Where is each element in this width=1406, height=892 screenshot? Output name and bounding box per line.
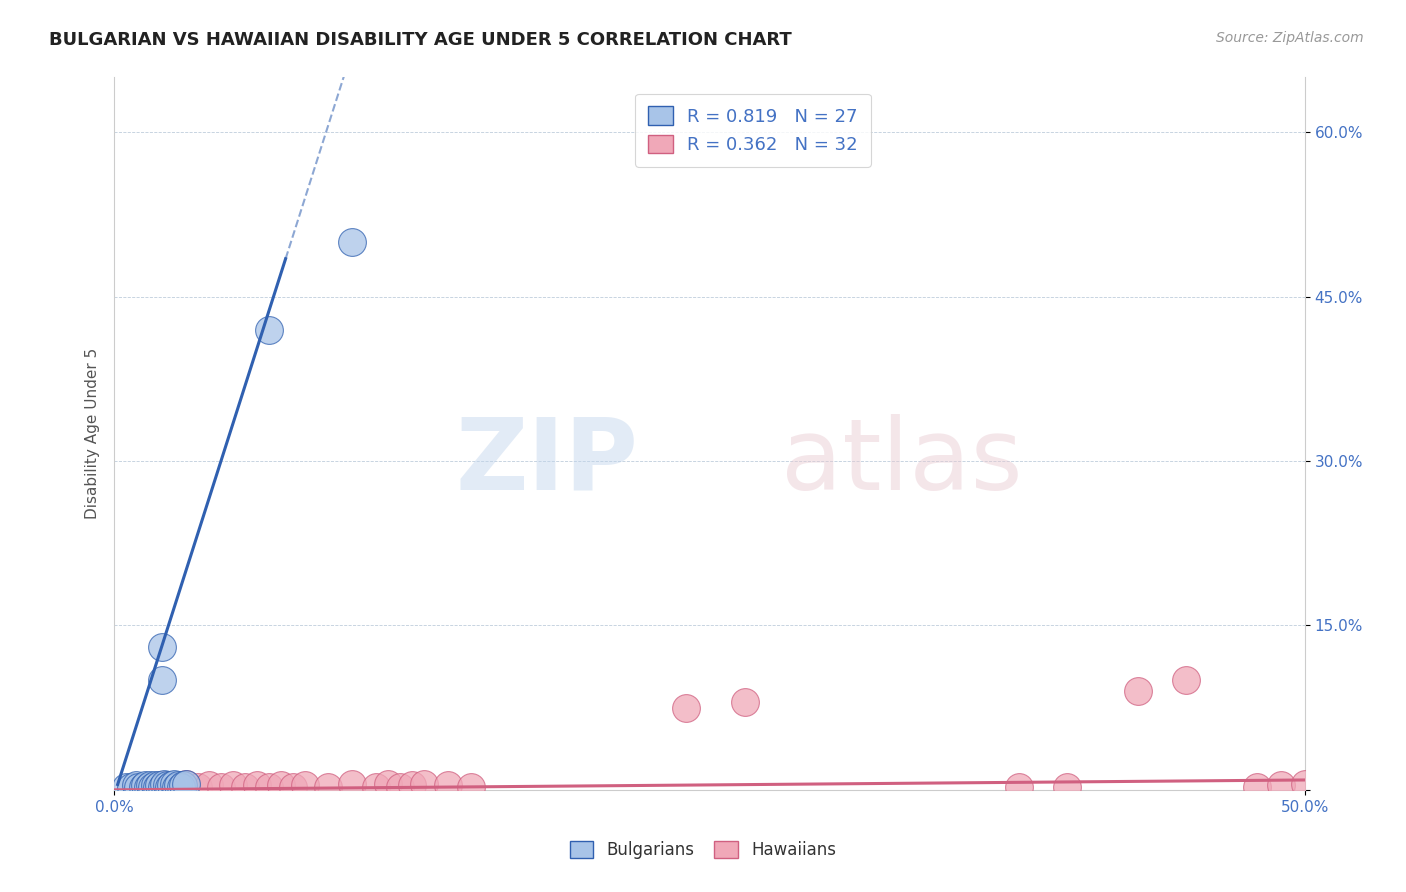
Point bbox=[436, 779, 458, 793]
Point bbox=[132, 780, 155, 794]
Point bbox=[412, 777, 434, 791]
Point bbox=[150, 780, 173, 794]
Point bbox=[167, 779, 190, 793]
Point bbox=[281, 780, 304, 794]
Point bbox=[163, 780, 186, 794]
Point bbox=[222, 779, 245, 793]
Point bbox=[150, 640, 173, 655]
Point bbox=[124, 779, 146, 793]
Point bbox=[174, 777, 197, 791]
Point bbox=[146, 780, 169, 794]
Point bbox=[155, 779, 177, 793]
Point bbox=[150, 673, 173, 688]
Point bbox=[115, 780, 138, 794]
Text: BULGARIAN VS HAWAIIAN DISABILITY AGE UNDER 5 CORRELATION CHART: BULGARIAN VS HAWAIIAN DISABILITY AGE UND… bbox=[49, 31, 792, 49]
Point bbox=[734, 695, 756, 709]
Text: ZIP: ZIP bbox=[456, 414, 638, 510]
Legend: R = 0.819   N = 27, R = 0.362   N = 32: R = 0.819 N = 27, R = 0.362 N = 32 bbox=[636, 94, 870, 167]
Point bbox=[148, 779, 170, 793]
Point bbox=[165, 780, 187, 794]
Text: Source: ZipAtlas.com: Source: ZipAtlas.com bbox=[1216, 31, 1364, 45]
Point bbox=[160, 779, 183, 793]
Point bbox=[153, 777, 176, 791]
Point bbox=[342, 777, 364, 791]
Point bbox=[163, 777, 186, 791]
Point bbox=[401, 779, 423, 793]
Point bbox=[1174, 673, 1197, 688]
Point bbox=[150, 779, 173, 793]
Point bbox=[388, 780, 411, 794]
Point bbox=[1270, 779, 1292, 793]
Y-axis label: Disability Age Under 5: Disability Age Under 5 bbox=[86, 348, 100, 519]
Point bbox=[257, 322, 280, 336]
Point bbox=[139, 779, 162, 793]
Point bbox=[209, 780, 232, 794]
Point bbox=[294, 779, 316, 793]
Point bbox=[1126, 684, 1149, 698]
Point bbox=[136, 780, 159, 794]
Point bbox=[460, 780, 482, 794]
Point bbox=[170, 780, 193, 794]
Point bbox=[134, 779, 156, 793]
Legend: Bulgarians, Hawaiians: Bulgarians, Hawaiians bbox=[564, 834, 842, 866]
Point bbox=[246, 779, 269, 793]
Point bbox=[186, 780, 208, 794]
Point bbox=[139, 780, 162, 794]
Point bbox=[1056, 780, 1078, 794]
Point bbox=[143, 779, 166, 793]
Text: atlas: atlas bbox=[780, 414, 1022, 510]
Point bbox=[318, 780, 340, 794]
Point bbox=[198, 779, 221, 793]
Point bbox=[1294, 777, 1316, 791]
Point bbox=[1246, 780, 1268, 794]
Point bbox=[377, 777, 399, 791]
Point bbox=[364, 780, 387, 794]
Point bbox=[257, 780, 280, 794]
Point bbox=[127, 780, 149, 794]
Point bbox=[157, 780, 180, 794]
Point bbox=[172, 779, 194, 793]
Point bbox=[675, 700, 697, 714]
Point bbox=[342, 235, 364, 249]
Point bbox=[174, 777, 197, 791]
Point bbox=[233, 780, 256, 794]
Point bbox=[1008, 780, 1031, 794]
Point bbox=[141, 780, 163, 794]
Point bbox=[120, 780, 142, 794]
Point bbox=[270, 779, 292, 793]
